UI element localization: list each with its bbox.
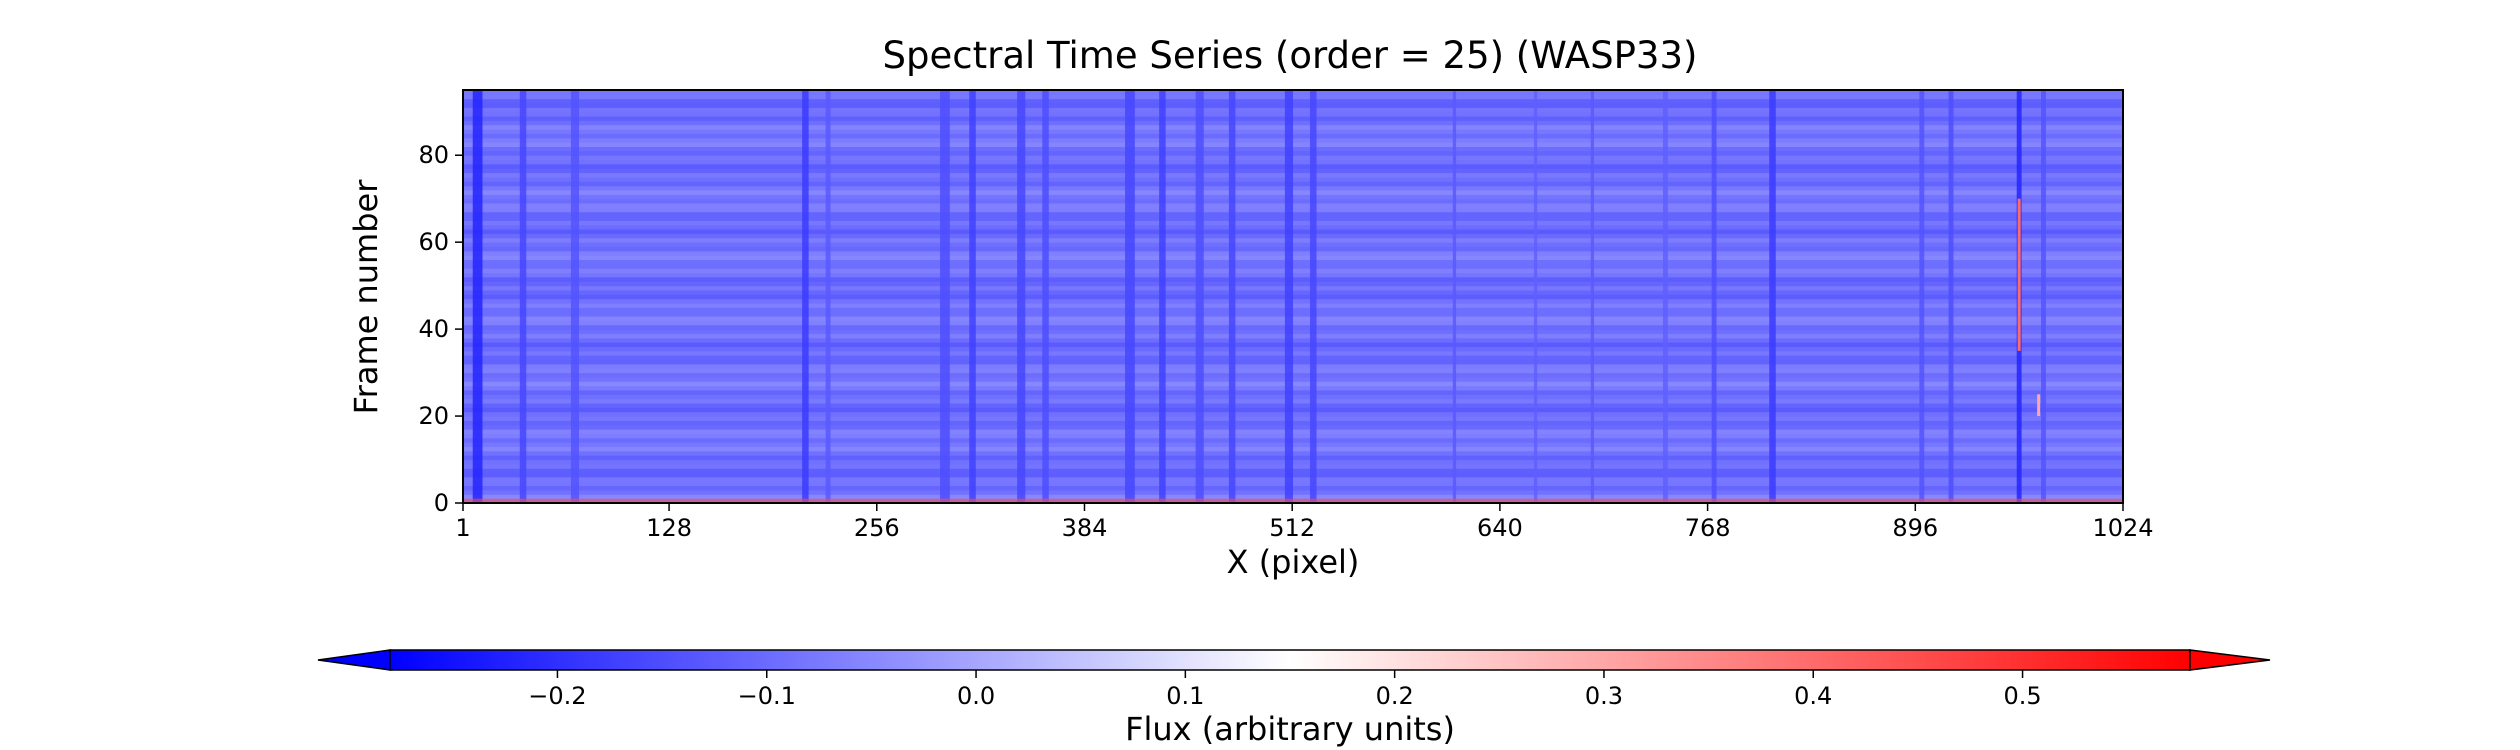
y-tick-label: 20 [418, 402, 449, 430]
absorption-line [1662, 90, 1668, 503]
absorption-line [1042, 90, 1049, 503]
absorption-line [1159, 90, 1166, 503]
x-tick-label: 256 [854, 514, 900, 542]
x-tick-label: 128 [646, 514, 692, 542]
x-tick-label: 896 [1892, 514, 1938, 542]
chart-title: Spectral Time Series (order = 25) (WASP3… [883, 34, 1698, 77]
absorption-line [1284, 90, 1293, 503]
absorption-line [519, 90, 527, 503]
absorption-line [1017, 90, 1026, 503]
colorbar-extend-low [317, 649, 391, 671]
colorbar-tick-label: 0.1 [1166, 682, 1204, 710]
x-axis-label: X (pixel) [1227, 543, 1360, 581]
emission-feature [2037, 394, 2041, 417]
absorption-line [1228, 90, 1236, 503]
x-tick-label: 512 [1269, 514, 1315, 542]
absorption-line [1452, 90, 1457, 503]
absorption-line [570, 90, 580, 503]
y-tick-label: 40 [418, 315, 449, 343]
absorption-line [940, 90, 950, 503]
y-axis-ticks: 0 20 40 60 80 [418, 141, 463, 517]
absorption-line [472, 90, 483, 503]
y-tick-label: 60 [418, 228, 449, 256]
x-tick-label: 1024 [2092, 514, 2153, 542]
absorption-line [1769, 90, 1776, 503]
frame-zero-band [463, 498, 2123, 503]
absorption-line [1711, 90, 1717, 503]
x-tick-label: 768 [1685, 514, 1731, 542]
plot-frame [462, 89, 2124, 504]
absorption-line [1590, 90, 1595, 503]
y-axis-label: Frame number [347, 179, 385, 415]
emission-feature [2017, 198, 2021, 351]
x-axis-ticks: 1 128 256 384 512 640 768 896 1024 [455, 503, 2154, 542]
heatmap-plot-area [462, 89, 2124, 504]
absorption-line [969, 90, 976, 503]
colorbar: −0.2 −0.1 0.0 0.1 0.2 0.3 0.4 0.5 Flux (arbitra… [317, 649, 2271, 748]
colorbar-tick-label: 0.5 [2003, 682, 2041, 710]
heatmap-spectral-features [463, 90, 2123, 503]
colorbar-tick-label: 0.3 [1585, 682, 1623, 710]
x-tick-label: 384 [1062, 514, 1108, 542]
colorbar-tick-label: 0.0 [957, 682, 995, 710]
colorbar-tick-label: −0.2 [528, 682, 586, 710]
colorbar-ticks: −0.2 −0.1 0.0 0.1 0.2 0.3 0.4 0.5 [528, 670, 2042, 710]
y-tick-label: 0 [434, 489, 449, 517]
absorption-line [1919, 90, 1925, 503]
colorbar-extend-high [2189, 649, 2271, 671]
colorbar-label: Flux (arbitrary units) [1125, 710, 1455, 748]
colorbar-tick-label: −0.1 [738, 682, 796, 710]
absorption-line [1310, 90, 1317, 503]
colorbar-tick-label: 0.4 [1794, 682, 1832, 710]
x-tick-label: 1 [455, 514, 470, 542]
absorption-line [1125, 90, 1135, 503]
absorption-line [825, 90, 831, 503]
absorption-line [1533, 90, 1538, 503]
colorbar-tick-label: 0.2 [1376, 682, 1414, 710]
colorbar-gradient-bar [389, 649, 2191, 671]
absorption-line [1195, 90, 1204, 503]
y-tick-label: 80 [418, 141, 449, 169]
absorption-line [2041, 90, 2046, 503]
absorption-line [1948, 90, 1954, 503]
x-tick-label: 640 [1477, 514, 1523, 542]
absorption-line [802, 90, 809, 503]
